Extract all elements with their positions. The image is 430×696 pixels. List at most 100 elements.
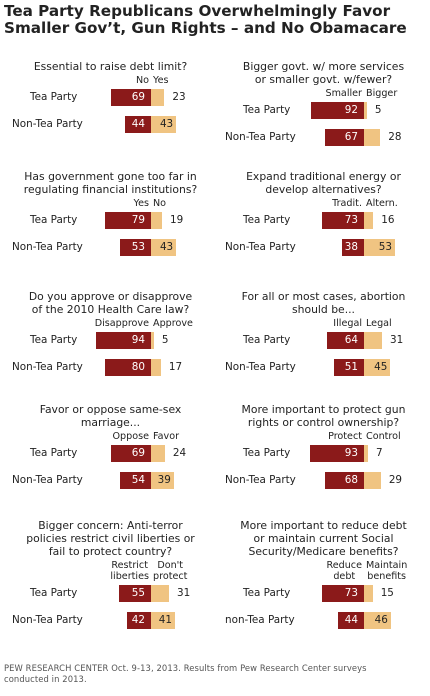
bar-left xyxy=(321,212,364,229)
question-line: of the 2010 Health Care law? xyxy=(31,303,190,316)
question-text: Has government gone too far in regulating… xyxy=(8,170,213,196)
value-right: 24 xyxy=(172,447,187,459)
row-label: Non-Tea Party xyxy=(12,474,83,486)
bar-right xyxy=(364,239,395,256)
row-label: Tea Party xyxy=(243,104,291,116)
left-column-header: Restrict liberties xyxy=(110,560,149,582)
right-column-header: Approve xyxy=(153,318,193,329)
header-line: Maintain xyxy=(366,560,408,571)
right-column-header: Don't protect xyxy=(153,560,187,582)
bar-right xyxy=(364,102,367,119)
question-text: Favor or oppose same-sex marriage... xyxy=(8,403,213,429)
bar-left xyxy=(119,585,151,602)
question-line: should be... xyxy=(292,303,355,316)
header-line: Yes xyxy=(153,75,169,86)
value-right: 19 xyxy=(170,214,184,226)
header-line: Protect xyxy=(328,431,362,442)
question-line: policies restrict civil liberties or xyxy=(26,532,195,545)
right-column-header: Yes xyxy=(153,75,169,86)
chart-panel-2: Bigger govt. w/ more services or smaller … xyxy=(221,60,430,175)
bar-right xyxy=(151,445,165,462)
bar-right xyxy=(364,445,369,462)
value-left: 92 xyxy=(344,104,358,116)
question-line: rights or control ownership? xyxy=(247,416,400,429)
header-line: Reduce xyxy=(326,560,363,571)
value-right: 43 xyxy=(159,241,174,253)
right-column-header: No xyxy=(153,198,166,209)
bar-left xyxy=(110,445,151,462)
header-line: Favor xyxy=(153,431,180,442)
question-line: More important to reduce debt xyxy=(240,519,407,532)
value-right: 45 xyxy=(374,361,388,373)
right-column-header: Maintain benefits xyxy=(366,560,407,582)
value-left: 68 xyxy=(344,474,358,486)
question-line: Bigger govt. w/ more services xyxy=(242,60,405,73)
header-line: liberties xyxy=(110,571,149,582)
header-line: Restrict xyxy=(111,560,148,571)
header-line: Disapprove xyxy=(94,318,149,329)
value-right: 16 xyxy=(381,214,395,226)
question-text: Do you approve or disapprove of the 2010 … xyxy=(8,290,213,316)
bar-right xyxy=(151,332,154,349)
bar-left xyxy=(104,359,151,376)
header-line: Illegal xyxy=(333,318,362,329)
value-right: 53 xyxy=(378,241,392,253)
value-right: 29 xyxy=(388,474,403,486)
chart-panel-5: Do you approve or disapprove of the 2010 … xyxy=(8,290,223,405)
row-label: Tea Party xyxy=(30,334,78,346)
header-line: Control xyxy=(366,431,401,442)
value-left: 69 xyxy=(131,447,145,459)
title-line-1: Tea Party Republicans Overwhelmingly Fav… xyxy=(4,2,391,20)
bar-right xyxy=(151,359,161,376)
bar-left xyxy=(119,472,151,489)
header-line: Approve xyxy=(153,318,193,329)
bar-right xyxy=(151,239,176,256)
bar-left xyxy=(334,359,364,376)
question-line: regulating financial institutions? xyxy=(23,183,198,196)
value-right: 31 xyxy=(176,587,191,599)
bar-right xyxy=(364,585,373,602)
bar-right xyxy=(151,472,174,489)
header-line: Bigger xyxy=(366,88,398,99)
row-label: Tea Party xyxy=(243,214,291,226)
question-line: or smaller govt. w/fewer? xyxy=(254,73,393,86)
chart-panel-10: More important to reduce debt or maintain… xyxy=(221,519,430,634)
value-left: 93 xyxy=(344,447,358,459)
chart-panel-4: Expand traditional energy or develop alte… xyxy=(221,170,430,285)
question-line: marriage... xyxy=(80,416,141,429)
source-note: PEW RESEARCH CENTER Oct. 9-13, 2013. Res… xyxy=(4,663,424,685)
bar-right xyxy=(151,89,165,106)
value-left: 67 xyxy=(344,131,358,143)
value-left: 94 xyxy=(131,334,145,346)
value-left: 69 xyxy=(131,91,145,103)
value-right: 43 xyxy=(159,118,174,130)
header-line: protect xyxy=(153,571,188,582)
value-left: 55 xyxy=(131,587,145,599)
bar-right xyxy=(364,359,391,376)
chart-panel-9: Bigger concern: Anti-terror policies rest… xyxy=(8,519,223,634)
bar-right xyxy=(364,612,391,629)
value-right: 31 xyxy=(389,334,404,346)
right-column-header: Altern. xyxy=(366,198,398,209)
question-line: Security/Medicare benefits? xyxy=(248,545,399,558)
bar-left xyxy=(96,332,151,349)
question-text: More important to reduce debt or maintain… xyxy=(221,519,426,558)
header-line: Smaller xyxy=(325,88,363,99)
value-left: 80 xyxy=(131,361,145,373)
value-right: 5 xyxy=(374,104,382,116)
value-left: 44 xyxy=(131,118,145,130)
question-line: or maintain current Social xyxy=(253,532,394,545)
value-right: 39 xyxy=(157,474,171,486)
value-right: 46 xyxy=(374,614,388,626)
row-label: Non-Tea Party xyxy=(225,241,296,253)
value-right: 23 xyxy=(172,91,186,103)
chart-panel-1: Essential to raise debt limit? No Yes Tea P… xyxy=(8,60,223,175)
source-line-1: PEW RESEARCH CENTER Oct. 9-13, 2013. Res… xyxy=(4,663,367,673)
question-text: More important to protect gun rights or c… xyxy=(221,403,426,429)
bar-left xyxy=(110,89,151,106)
row-label: Tea Party xyxy=(243,334,291,346)
left-column-header: No xyxy=(136,75,149,86)
bar-right xyxy=(151,612,175,629)
header-line: Legal xyxy=(366,318,392,329)
header-line: debt xyxy=(333,571,356,582)
